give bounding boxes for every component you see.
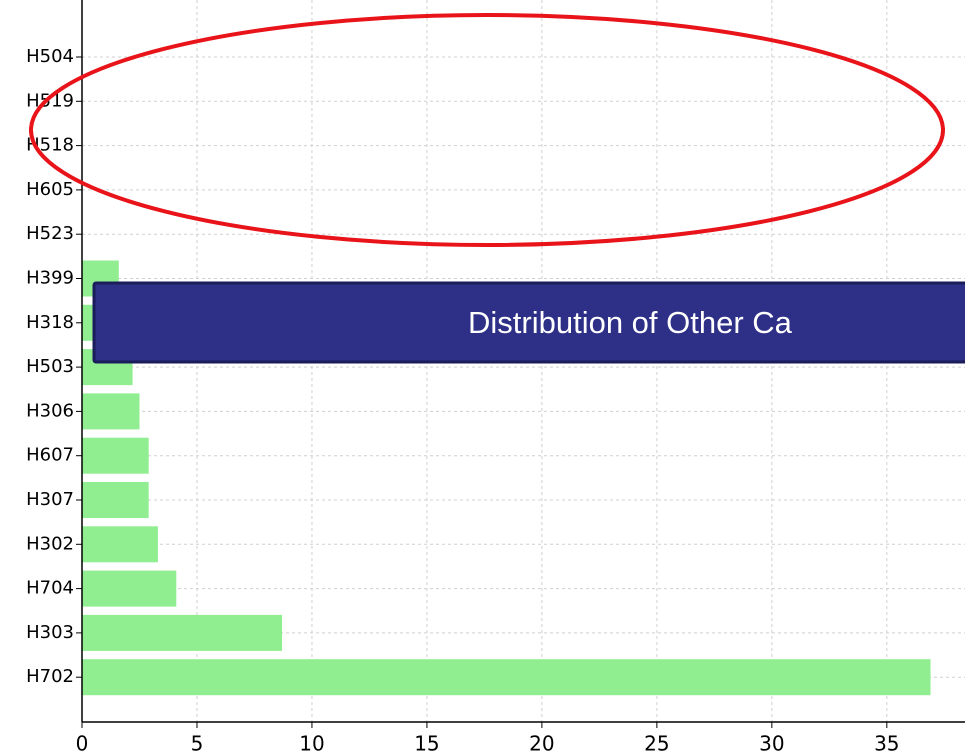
y-tick-label: H307 [26,489,74,510]
y-tick-label: H318 [26,312,74,333]
y-tick-label: H399 [26,268,74,289]
bar [82,526,158,563]
plot: 0 5 10 15 20 25 30 35H504H519H518H605H523H399H3… [26,0,965,756]
y-tick-label: H702 [26,666,74,687]
y-tick-label: H519 [26,90,74,111]
x-tick-label: 25 [644,732,669,756]
x-tick-label: 30 [759,732,784,756]
x-tick-label: 15 [414,732,439,756]
bar [82,482,149,518]
bar [82,393,140,430]
bar [82,570,177,607]
bar [82,614,283,651]
overlay-title: Distribution of Other Ca [468,305,793,340]
y-tick-label: H607 [26,445,74,466]
y-tick-label: H704 [26,578,74,599]
bar [82,659,931,696]
highlight-ellipse [29,13,945,247]
y-tick-label: H605 [26,179,74,200]
overlay-banner [92,281,965,364]
y-tick-label: H503 [26,356,74,377]
y-tick-label: H302 [26,533,74,554]
y-tick-label: H504 [26,46,74,67]
x-tick-label: 10 [299,732,324,756]
overlay: Distribution of Other Ca [29,13,965,364]
x-tick-label: 20 [529,732,554,756]
y-tick-label: H306 [26,400,74,421]
bar [82,437,149,474]
x-tick-label: 0 [76,732,89,756]
y-tick-label: H523 [26,223,74,244]
x-tick-label: 5 [191,732,204,756]
y-tick-label: H303 [26,622,74,643]
x-tick-label: 35 [874,732,899,756]
